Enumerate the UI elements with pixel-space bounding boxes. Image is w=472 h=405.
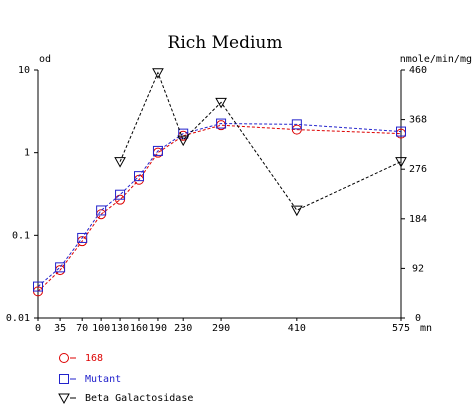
legend-marker bbox=[59, 374, 69, 384]
data-point bbox=[114, 157, 126, 168]
y-right-tick-label: 0 bbox=[415, 313, 421, 324]
y-left-tick-label: 0.01 bbox=[6, 313, 30, 324]
left-axis-label: od bbox=[39, 54, 51, 65]
series-line bbox=[119, 71, 402, 211]
data-point bbox=[77, 232, 88, 243]
legend-item: 168 bbox=[59, 353, 103, 364]
y-left-tick-label: 1 bbox=[24, 148, 30, 159]
data-point bbox=[215, 97, 227, 109]
data-point bbox=[395, 157, 407, 168]
y-left-tick-label: 10 bbox=[18, 65, 30, 76]
data-point bbox=[96, 205, 107, 216]
x-tick-label: 575 bbox=[392, 323, 410, 334]
right-axis-label: nmole/min/mg bbox=[400, 54, 472, 65]
series-line bbox=[37, 124, 402, 292]
legend-item: Mutant bbox=[59, 374, 121, 385]
data-point bbox=[291, 124, 302, 135]
x-tick-label: 0 bbox=[35, 323, 41, 334]
data-point bbox=[291, 119, 302, 130]
x-tick-label: 100 bbox=[92, 323, 110, 334]
legend-label: 168 bbox=[85, 353, 103, 364]
y-right-tick-label: 460 bbox=[409, 65, 427, 76]
series-2 bbox=[33, 118, 406, 292]
series-layer bbox=[33, 68, 407, 297]
series-line bbox=[37, 123, 402, 287]
x-tick-label: 410 bbox=[288, 323, 306, 334]
y-left-tick-label: 0.1 bbox=[12, 230, 30, 241]
x-tick-label: 290 bbox=[212, 323, 230, 334]
chart-title: Rich Medium bbox=[168, 33, 283, 53]
legend-label: Beta Galactosidase bbox=[85, 393, 193, 404]
legend: 168 Mutant Beta Galactosidase bbox=[58, 353, 193, 405]
x-tick-label: 230 bbox=[174, 323, 192, 334]
legend-item: Beta Galactosidase bbox=[58, 393, 193, 405]
y-right-tick-label: 368 bbox=[409, 115, 427, 126]
x-tick-label: 160 bbox=[130, 323, 148, 334]
data-point bbox=[152, 68, 164, 79]
data-point bbox=[115, 189, 126, 200]
data-point bbox=[396, 126, 406, 137]
x-axis-label: mn bbox=[420, 323, 432, 334]
y-right-tick-label: 184 bbox=[409, 214, 427, 225]
data-point bbox=[55, 262, 66, 273]
series-3 bbox=[114, 68, 407, 217]
data-point bbox=[152, 145, 163, 156]
x-tick-label: 35 bbox=[54, 323, 66, 334]
data-point bbox=[33, 281, 43, 292]
data-point bbox=[216, 118, 227, 129]
tick-layer: 0 35 70 100 130 160 190 230 290 410 575 10 1 0.1 0.01 4… bbox=[6, 65, 427, 334]
data-point bbox=[134, 171, 145, 182]
x-tick-label: 190 bbox=[149, 323, 167, 334]
x-tick-label: 130 bbox=[111, 323, 129, 334]
series-1 bbox=[33, 120, 406, 297]
data-point bbox=[290, 205, 303, 217]
data-point bbox=[178, 128, 189, 139]
legend-marker bbox=[58, 393, 70, 405]
data-point bbox=[96, 209, 107, 220]
legend-marker bbox=[59, 353, 69, 363]
legend-label: Mutant bbox=[85, 374, 121, 385]
y-right-tick-label: 92 bbox=[412, 263, 424, 274]
y-right-tick-label: 276 bbox=[409, 164, 427, 175]
x-tick-label: 70 bbox=[76, 323, 88, 334]
data-point bbox=[177, 135, 190, 147]
